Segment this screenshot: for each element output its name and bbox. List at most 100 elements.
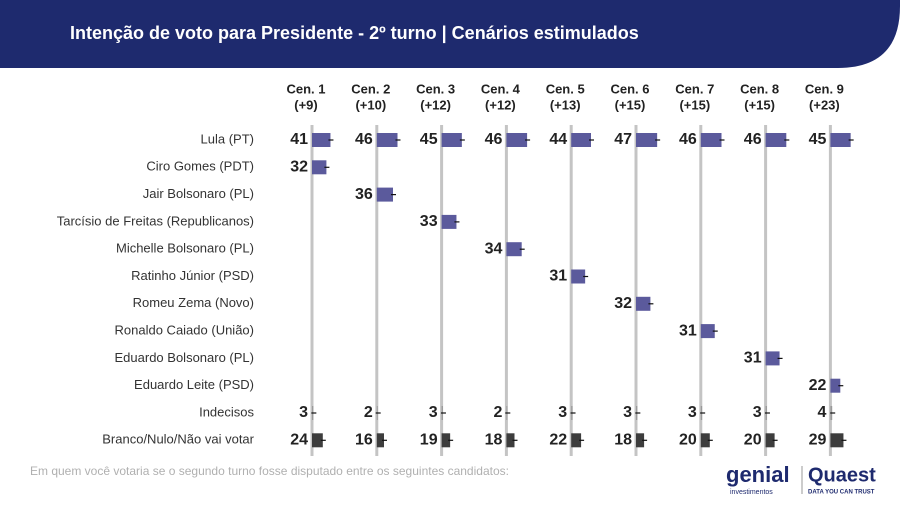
row-label: Ratinho Júnior (PSD) bbox=[131, 268, 254, 283]
value-label: 3 bbox=[623, 404, 632, 421]
value-label: 22 bbox=[549, 432, 567, 449]
value-label: 3 bbox=[688, 404, 697, 421]
bar bbox=[441, 433, 451, 448]
value-label: 33 bbox=[420, 213, 438, 230]
bar bbox=[376, 187, 393, 202]
logo-quaest-sub: DATA YOU CAN TRUST bbox=[808, 490, 875, 496]
value-label: 44 bbox=[549, 131, 567, 148]
value-label: 2 bbox=[364, 404, 373, 421]
value-label: 3 bbox=[558, 404, 567, 421]
value-label: 34 bbox=[485, 240, 503, 257]
bar bbox=[765, 433, 775, 448]
row-label: Indecisos bbox=[199, 404, 254, 419]
value-label: 18 bbox=[614, 432, 632, 449]
value-label: 3 bbox=[299, 404, 308, 421]
bar bbox=[441, 133, 462, 147]
row-label: Jair Bolsonaro (PL) bbox=[143, 186, 254, 201]
column-header: Cen. 3 bbox=[416, 81, 455, 96]
column-header: Cen. 1 bbox=[286, 81, 325, 96]
column-header: Cen. 8 bbox=[740, 81, 779, 96]
column-margin: (+15) bbox=[679, 97, 710, 112]
chart-title: Intenção de voto para Presidente - 2º tu… bbox=[70, 23, 639, 43]
bar bbox=[765, 351, 780, 366]
column-margin: (+23) bbox=[809, 97, 840, 112]
column-margin: (+9) bbox=[294, 97, 317, 112]
column-margin: (+13) bbox=[550, 97, 581, 112]
row-label: Ciro Gomes (PDT) bbox=[146, 159, 254, 174]
bar bbox=[506, 242, 522, 257]
value-label: 36 bbox=[355, 186, 373, 203]
value-label: 46 bbox=[744, 131, 762, 148]
column-header: Cen. 2 bbox=[351, 81, 390, 96]
value-label: 20 bbox=[679, 432, 697, 449]
column-header: Cen. 9 bbox=[805, 81, 844, 96]
bar bbox=[636, 433, 645, 448]
value-label: 22 bbox=[809, 377, 827, 394]
bar bbox=[441, 214, 457, 229]
bar bbox=[376, 133, 398, 147]
column-header: Cen. 4 bbox=[481, 81, 521, 96]
bar bbox=[636, 296, 651, 311]
bar bbox=[636, 133, 658, 147]
column-margin: (+10) bbox=[355, 97, 386, 112]
value-label: 41 bbox=[290, 131, 308, 148]
bar bbox=[312, 160, 327, 175]
value-label: 32 bbox=[290, 159, 308, 176]
logo-genial: genial bbox=[726, 462, 790, 487]
column-header: Cen. 7 bbox=[675, 81, 714, 96]
value-label: 32 bbox=[614, 295, 632, 312]
value-label: 3 bbox=[429, 404, 438, 421]
bar bbox=[312, 433, 323, 448]
value-label: 20 bbox=[744, 432, 762, 449]
bar bbox=[830, 378, 841, 393]
value-label: 16 bbox=[355, 432, 373, 449]
logo-quaest: Quaest bbox=[808, 464, 876, 486]
row-label: Eduardo Leite (PSD) bbox=[134, 377, 254, 392]
column-margin: (+12) bbox=[420, 97, 451, 112]
value-label: 18 bbox=[485, 432, 503, 449]
value-label: 4 bbox=[817, 404, 826, 421]
footnote: Em quem você votaria se o segundo turno … bbox=[30, 464, 509, 478]
value-label: 46 bbox=[485, 131, 503, 148]
row-label: Lula (PT) bbox=[201, 131, 254, 146]
value-label: 45 bbox=[420, 131, 438, 148]
value-label: 29 bbox=[809, 432, 827, 449]
value-label: 2 bbox=[493, 404, 502, 421]
value-label: 19 bbox=[420, 432, 438, 449]
bar bbox=[700, 324, 715, 339]
bar bbox=[830, 133, 851, 147]
bar bbox=[571, 133, 591, 147]
value-label: 31 bbox=[744, 350, 762, 367]
value-label: 45 bbox=[809, 131, 827, 148]
value-label: 46 bbox=[355, 131, 373, 148]
bar bbox=[312, 133, 331, 147]
bar bbox=[506, 133, 528, 147]
column-margin: (+15) bbox=[744, 97, 775, 112]
bar bbox=[506, 433, 515, 448]
column-header: Cen. 5 bbox=[546, 81, 585, 96]
row-label: Ronaldo Caiado (União) bbox=[115, 323, 254, 338]
bar bbox=[571, 269, 586, 284]
column-margin: (+15) bbox=[615, 97, 646, 112]
value-label: 47 bbox=[614, 131, 632, 148]
row-label: Tarcísio de Freitas (Republicanos) bbox=[57, 213, 254, 228]
row-label: Branco/Nulo/Não vai votar bbox=[102, 432, 254, 447]
header-bar bbox=[0, 0, 900, 68]
value-label: 24 bbox=[290, 432, 308, 449]
logo-genial-sub: investimentos bbox=[730, 489, 773, 496]
value-label: 31 bbox=[549, 268, 567, 285]
column-margin: (+12) bbox=[485, 97, 516, 112]
bar bbox=[830, 433, 844, 448]
row-label: Romeu Zema (Novo) bbox=[133, 295, 254, 310]
value-label: 46 bbox=[679, 131, 697, 148]
bar bbox=[700, 133, 722, 147]
bar bbox=[765, 133, 787, 147]
value-label: 31 bbox=[679, 322, 697, 339]
row-label: Michelle Bolsonaro (PL) bbox=[116, 241, 254, 256]
column-header: Cen. 6 bbox=[610, 81, 649, 96]
bar bbox=[700, 433, 710, 448]
row-label: Eduardo Bolsonaro (PL) bbox=[115, 350, 254, 365]
bar bbox=[376, 433, 384, 448]
value-label: 3 bbox=[753, 404, 762, 421]
